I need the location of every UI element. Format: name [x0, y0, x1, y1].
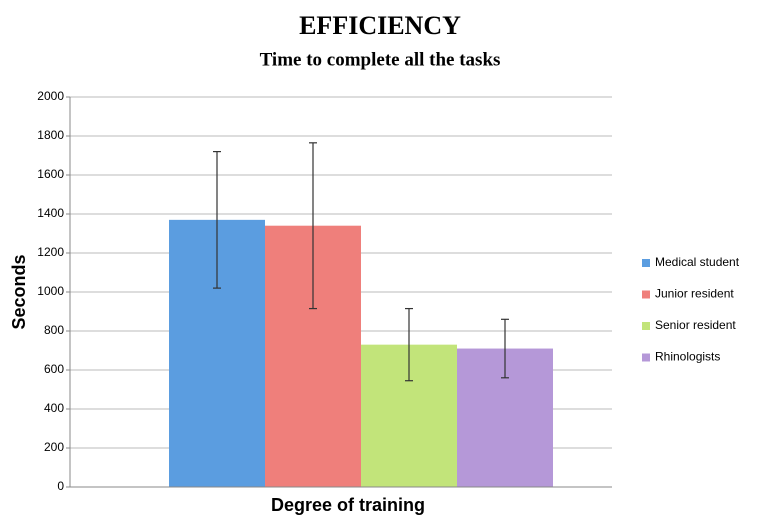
- y-tick-label: 400: [44, 401, 64, 415]
- y-tick-label: 1800: [37, 128, 64, 142]
- error-bar: [501, 318, 509, 379]
- x-axis-label: Degree of training: [271, 495, 425, 515]
- y-tick-label: 800: [44, 323, 64, 337]
- error-bar: [309, 142, 317, 310]
- y-tick-label: 1200: [37, 245, 64, 259]
- legend-label: Senior resident: [655, 318, 736, 332]
- y-axis-label: Seconds: [9, 254, 29, 329]
- chart-subtitle: Time to complete all the tasks: [260, 49, 501, 70]
- legend-swatch: [642, 259, 650, 267]
- y-tick-label: 600: [44, 362, 64, 376]
- error-bar: [405, 307, 413, 382]
- y-tick-label: 1400: [37, 206, 64, 220]
- legend-label: Junior resident: [655, 287, 734, 301]
- y-tick-label: 1600: [37, 167, 64, 181]
- legend-label: Rhinologists: [655, 350, 720, 364]
- y-tick-label: 2000: [37, 89, 64, 103]
- legend-label: Medical student: [655, 255, 740, 269]
- error-bar: [213, 151, 221, 289]
- y-tick-label: 1000: [37, 284, 64, 298]
- chart-title: EFFICIENCY: [299, 11, 461, 40]
- y-tick-label: 200: [44, 440, 64, 454]
- legend-swatch: [642, 353, 650, 362]
- legend-swatch: [642, 290, 650, 299]
- y-tick-label: 0: [57, 479, 64, 493]
- legend-swatch: [642, 322, 650, 330]
